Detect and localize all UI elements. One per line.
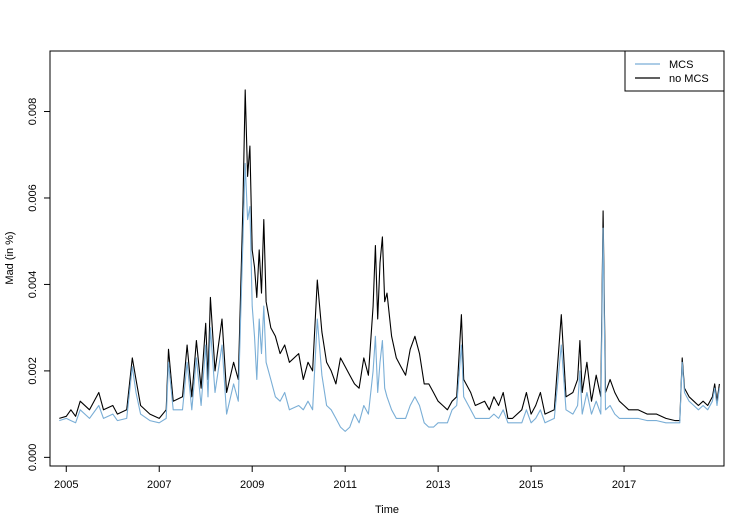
y-tick-label: 0.006 xyxy=(27,184,39,212)
y-tick-label: 0.000 xyxy=(27,444,39,472)
y-tick-label: 0.002 xyxy=(27,357,39,385)
y-tick-label: 0.004 xyxy=(27,271,39,299)
legend-label-no-mcs: no MCS xyxy=(669,73,709,85)
series-line-no-mcs xyxy=(59,89,720,422)
x-axis-title: Time xyxy=(375,504,399,516)
y-tick-label: 0.008 xyxy=(27,98,39,126)
legend: MCS no MCS xyxy=(624,50,725,92)
legend-label-mcs: MCS xyxy=(669,59,693,71)
series-layer xyxy=(59,89,720,432)
x-tick-label: 2017 xyxy=(612,479,636,491)
x-tick-label: 2015 xyxy=(519,479,543,491)
y-axis-title: Mad (in %) xyxy=(4,231,16,284)
y-axis: 0.000 0.002 0.004 0.006 0.008 xyxy=(27,98,51,472)
x-tick-label: 2005 xyxy=(54,479,78,491)
x-axis: 2005 2007 2009 2011 2013 2015 2017 xyxy=(54,465,636,491)
series-line-mcs xyxy=(59,162,720,432)
x-tick-label: 2007 xyxy=(147,479,171,491)
x-tick-label: 2011 xyxy=(333,479,357,491)
x-tick-label: 2013 xyxy=(426,479,450,491)
x-tick-label: 2009 xyxy=(240,479,264,491)
legend-box xyxy=(624,50,725,92)
